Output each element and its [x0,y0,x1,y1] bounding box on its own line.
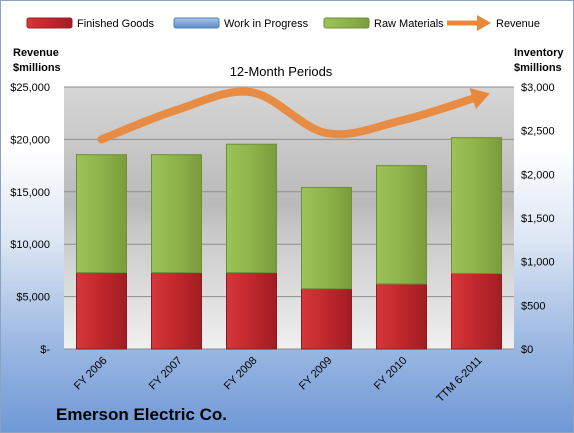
category-label-2: FY 2008 [222,355,260,393]
bar-raw-materials-5 [451,137,502,274]
plot-area [64,87,514,349]
category-label-1: FY 2007 [147,355,185,393]
revenue-point-4 [401,120,402,122]
bar-raw-materials-3 [301,186,352,290]
bar-raw-materials-2 [226,143,277,274]
legend: Finished Goods Work in Progress Raw Mate… [26,15,540,31]
bar-raw-materials-0 [76,154,127,274]
right-tick-label-3: $1,500 [521,213,555,225]
revenue-point-5 [476,96,477,98]
left-tick-label-5: $25,000 [10,82,50,94]
legend-swatch-work-in-progress [173,17,220,29]
company-name: Emerson Electric Co. [56,405,227,424]
category-label-5: TTM 6-2011 [434,355,484,405]
bar-finished-goods-2 [226,272,277,350]
legend-label-raw-materials: Raw Materials [374,18,444,30]
category-label-4: FY 2010 [372,355,410,393]
revenue-point-2 [251,91,252,93]
bar-finished-goods-5 [451,272,502,350]
bars [76,137,502,350]
right-axis: $0 $500 $1,000 $1,500 $2,000 $2,500 $3,000 [521,82,555,356]
legend-swatch-raw-materials [323,17,370,29]
revenue-point-0 [101,138,102,140]
legend-label-work-in-progress: Work in Progress [224,18,309,30]
left-tick-label-2: $10,000 [10,239,50,251]
left-tick-label-4: $20,000 [10,134,50,146]
bar-raw-materials-4 [376,165,427,285]
bar-finished-goods-3 [301,288,352,350]
bar-raw-materials-1 [151,154,202,274]
revenue-line-path [97,87,481,144]
left-tick-label-1: $5,000 [16,292,50,304]
right-tick-label-5: $2,500 [521,126,555,138]
left-tick-label-3: $15,000 [10,187,50,199]
category-label-3: FY 2009 [297,355,335,393]
revenue-point-3 [326,132,327,134]
chart-subtitle: 12-Month Periods [230,64,333,79]
category-label-0: FY 2006 [72,355,110,393]
right-tick-label-0: $0 [521,344,533,356]
left-tick-label-0: $- [40,344,50,356]
bar-finished-goods-1 [151,272,202,350]
right-tick-label-2: $1,000 [521,257,555,269]
revenue-arrowhead [469,88,490,110]
legend-swatch-finished-goods [26,17,73,29]
revenue-point-1 [176,109,177,111]
legend-label-revenue: Revenue [496,18,540,30]
revenue-line [97,87,490,144]
right-tick-label-6: $3,000 [521,82,555,94]
left-axis: $- $5,000 $10,000 $15,000 $20,000 $25,000 [10,82,50,356]
right-axis-title-line2: $millions [514,62,562,74]
bar-finished-goods-4 [376,283,427,350]
gridlines [64,86,514,350]
right-tick-label-1: $500 [521,300,545,312]
legend-swatch-revenue [447,15,491,31]
x-axis: FY 2006 FY 2007 FY 2008 FY 2009 FY 2010 TTM 6… [72,355,485,405]
legend-label-finished-goods: Finished Goods [77,18,155,30]
right-tick-label-4: $2,000 [521,169,555,181]
left-axis-title-line2: $millions [13,62,61,74]
right-axis-title-line1: Inventory [514,47,564,59]
left-axis-title-line1: Revenue [13,47,59,59]
bar-finished-goods-0 [76,272,127,350]
